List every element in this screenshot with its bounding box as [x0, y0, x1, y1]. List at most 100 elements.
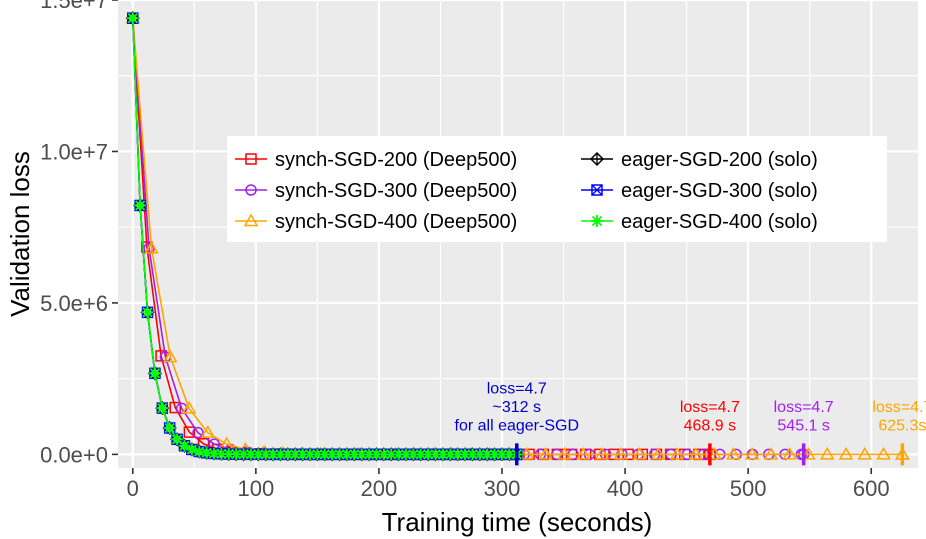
x-tick-label: 300: [484, 476, 521, 501]
point-marker: [183, 426, 196, 438]
point-marker: [222, 448, 235, 461]
x-tick-label: 600: [853, 476, 890, 501]
point-marker: [589, 151, 605, 167]
point-marker: [857, 446, 873, 460]
point-marker: [144, 240, 159, 254]
point-marker: [414, 448, 427, 461]
point-marker: [155, 350, 167, 362]
point-marker: [318, 448, 331, 461]
point-marker: [422, 448, 435, 461]
point-marker: [141, 306, 154, 319]
point-marker: [333, 448, 346, 461]
marker-shape: [591, 184, 603, 196]
point-marker: [340, 448, 353, 461]
y-tick-label: 5.0e+6: [40, 291, 108, 316]
point-marker: [838, 446, 854, 460]
point-marker: [163, 349, 178, 363]
legend-label: synch-SGD-400 (Deep500): [275, 211, 517, 233]
point-marker: [782, 446, 797, 460]
point-marker: [651, 446, 666, 460]
point-marker: [377, 448, 390, 461]
point-marker: [245, 184, 257, 196]
point-marker: [274, 448, 287, 461]
point-marker: [200, 425, 216, 438]
end-markers: [515, 443, 905, 466]
y-tick-label: 1.5e+7: [40, 0, 108, 13]
legend-label: eager-SGD-300 (solo): [621, 180, 818, 202]
point-marker: [175, 402, 188, 415]
legend-box: [227, 136, 887, 242]
x-tick-label: 0: [127, 476, 139, 501]
point-marker: [473, 448, 486, 461]
point-marker: [230, 448, 243, 461]
point-marker: [244, 448, 257, 461]
annotation-text: loss=4.7: [680, 399, 740, 416]
point-marker: [252, 448, 265, 461]
point-marker: [459, 448, 472, 461]
x-axis-title: Training time (seconds): [382, 507, 653, 537]
point-marker: [444, 448, 457, 461]
point-marker: [744, 446, 760, 460]
point-marker: [613, 446, 629, 460]
annotation-text: 468.9 s: [684, 417, 736, 434]
annotation-text: ~312 s: [493, 399, 541, 416]
x-tick-label: 400: [607, 476, 644, 501]
x-tick-label: 100: [237, 476, 274, 501]
x-tick-label: 500: [730, 476, 767, 501]
point-marker: [436, 448, 449, 461]
point-marker: [363, 448, 376, 461]
point-marker: [519, 446, 535, 460]
point-marker: [392, 448, 405, 461]
annotation-text: loss=4.7: [774, 399, 834, 416]
point-marker: [726, 446, 741, 460]
x-axis: 0 100 200 300 400 500 600: [127, 468, 890, 501]
point-marker: [591, 184, 603, 196]
point-marker: [163, 421, 176, 434]
marker-shape: [591, 153, 603, 165]
point-marker: [594, 446, 610, 460]
point-marker: [503, 448, 516, 461]
legend-label: eager-SGD-200 (solo): [621, 149, 818, 171]
point-marker: [181, 400, 197, 414]
series-eager-sgd-400-solo-: [126, 12, 523, 461]
point-marker: [245, 153, 257, 165]
point-marker: [215, 447, 228, 460]
point-marker: [819, 446, 835, 460]
point-marker: [407, 448, 420, 461]
y-axis: 0.0e+0 5.0e+6 1.0e+7 1.5e+7: [40, 0, 118, 467]
point-marker: [451, 448, 464, 461]
point-marker: [304, 448, 316, 461]
point-marker: [178, 439, 191, 452]
y-tick-label: 0.0e+0: [40, 442, 108, 467]
point-marker: [281, 448, 294, 461]
annotation-text: loss=4.7: [872, 399, 926, 416]
point-marker: [763, 446, 779, 460]
point-marker: [355, 448, 368, 461]
point-marker: [296, 448, 309, 461]
point-marker: [348, 448, 361, 461]
point-marker: [267, 448, 280, 461]
point-marker: [326, 448, 339, 461]
annotation-text: 625.3s: [878, 417, 926, 434]
point-marker: [688, 446, 704, 460]
point-marker: [466, 448, 479, 461]
point-marker: [289, 448, 302, 461]
legend-label: synch-SGD-200 (Deep500): [275, 149, 517, 171]
point-marker: [429, 448, 442, 461]
point-marker: [400, 448, 412, 461]
point-marker: [185, 443, 198, 456]
annotation-text: for all eager-SGD: [455, 417, 580, 434]
point-marker: [481, 448, 494, 461]
annotation-text: 545.1 s: [777, 417, 829, 434]
point-marker: [134, 199, 147, 212]
point-marker: [169, 401, 181, 414]
point-marker: [488, 448, 501, 461]
point-marker: [575, 446, 591, 460]
point-marker: [208, 447, 220, 460]
point-marker: [237, 448, 250, 461]
point-marker: [801, 446, 816, 460]
y-axis-title: Validation loss: [5, 151, 35, 317]
point-marker: [311, 448, 324, 461]
